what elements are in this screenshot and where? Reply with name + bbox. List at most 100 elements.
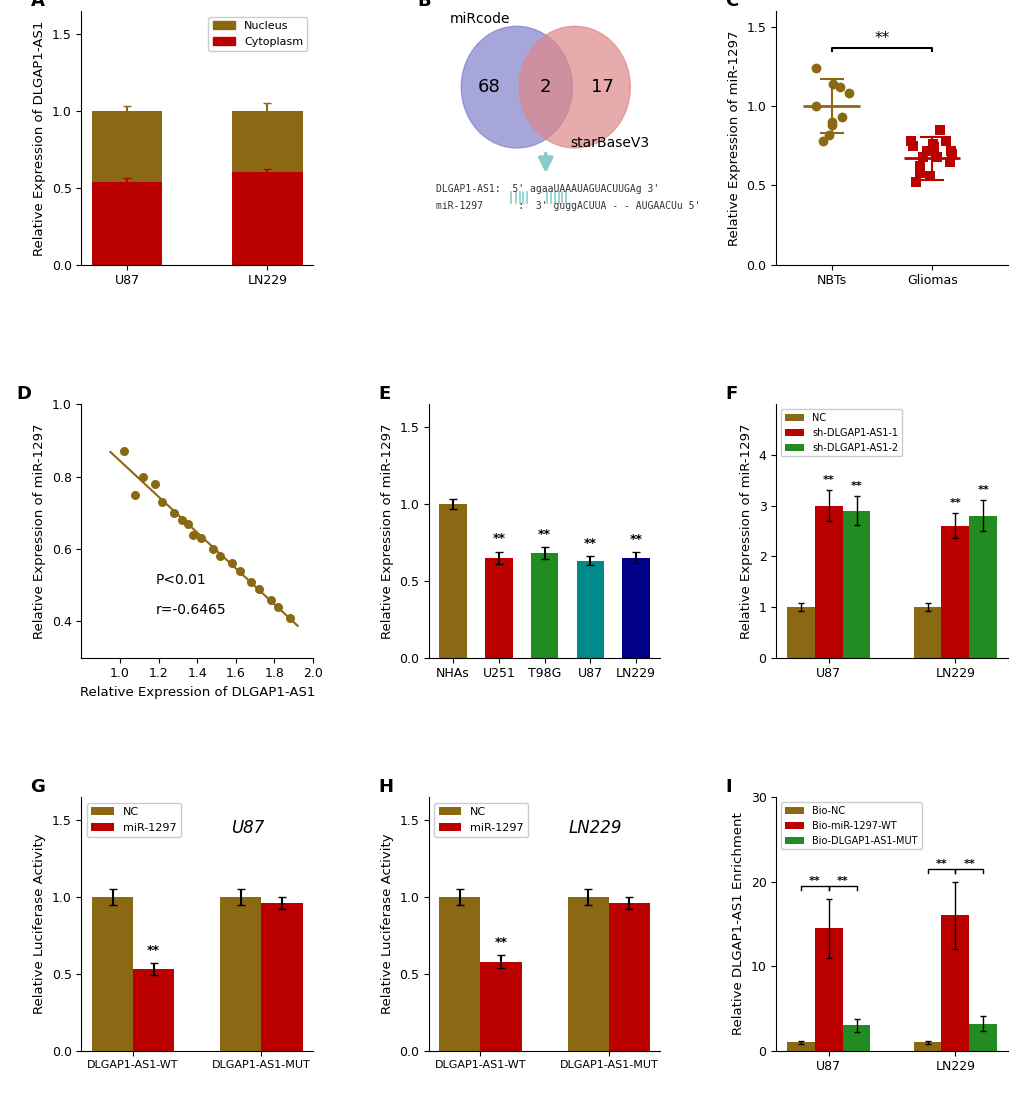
Text: miRcode: miRcode (450, 12, 510, 25)
Text: **: ** (851, 481, 862, 491)
Text: U87: U87 (231, 818, 265, 836)
Y-axis label: Relative Expression of DLGAP1-AS1: Relative Expression of DLGAP1-AS1 (34, 20, 46, 255)
Text: **: ** (495, 936, 508, 949)
Point (815, 133, 832, 150)
Bar (942, 525, 969, 658)
Y-axis label: Relative Expression of miR-1297: Relative Expression of miR-1297 (728, 30, 741, 246)
Bar (440, 504, 467, 658)
Point (212, 547, 228, 565)
Point (231, 562, 247, 580)
Y-axis label: Relative Expression of miR-1297: Relative Expression of miR-1297 (34, 424, 46, 638)
Text: C: C (725, 0, 738, 10)
Text: r=-0.6465: r=-0.6465 (156, 603, 226, 617)
Bar (92, 111, 162, 181)
Bar (568, 897, 609, 1051)
Point (922, 167, 939, 185)
Point (270, 598, 286, 616)
Text: I: I (725, 778, 732, 796)
Point (944, 145, 960, 163)
X-axis label: Relative Expression of DLGAP1-AS1: Relative Expression of DLGAP1-AS1 (79, 686, 315, 699)
Point (832, 79, 848, 96)
Point (193, 530, 210, 547)
Text: **: ** (963, 859, 975, 869)
Bar (480, 961, 521, 1051)
Point (135, 468, 152, 486)
Bar (262, 904, 302, 1051)
Text: **: ** (950, 498, 961, 508)
Y-axis label: Relative DLGAP1-AS1 Enrichment: Relative DLGAP1-AS1 Enrichment (732, 813, 745, 1035)
Legend: Bio-NC, Bio-miR-1297-WT, Bio-DLGAP1-AS1-MUT: Bio-NC, Bio-miR-1297-WT, Bio-DLGAP1-AS1-… (781, 802, 921, 849)
Point (179, 514, 195, 532)
Text: B: B (417, 0, 431, 10)
Legend: NC, miR-1297: NC, miR-1297 (87, 803, 180, 837)
Point (825, 75, 841, 93)
Point (928, 148, 945, 166)
Point (903, 133, 919, 150)
Text: **: ** (539, 528, 551, 541)
Text: H: H (378, 778, 393, 796)
Point (127, 486, 144, 503)
Bar (220, 897, 262, 1051)
Point (263, 591, 279, 608)
Y-axis label: Relative Luciferase Activity: Relative Luciferase Activity (34, 834, 46, 1014)
Text: LN229: LN229 (569, 818, 622, 836)
Bar (486, 557, 513, 658)
Point (147, 474, 163, 492)
Point (915, 148, 931, 166)
Bar (969, 515, 998, 658)
Text: P<0.01: P<0.01 (156, 573, 207, 586)
Text: **: ** (630, 533, 642, 546)
Point (926, 138, 943, 156)
Y-axis label: Relative Expression of miR-1297: Relative Expression of miR-1297 (381, 424, 394, 638)
Circle shape (519, 27, 630, 148)
Point (908, 174, 924, 191)
Point (912, 164, 928, 181)
Bar (531, 553, 558, 658)
Point (824, 113, 840, 131)
Text: miR-1297      :  3' guggACUUA - - AUGAACUu 5': miR-1297 : 3' guggACUUA - - AUGAACUu 5' (436, 201, 700, 211)
Text: E: E (378, 385, 390, 403)
Bar (913, 607, 942, 658)
Bar (133, 969, 174, 1051)
Point (174, 511, 190, 529)
Point (841, 85, 857, 103)
Text: 68: 68 (477, 79, 501, 96)
Point (205, 540, 221, 557)
Point (808, 97, 825, 115)
Point (166, 504, 182, 522)
Text: 2: 2 (540, 79, 552, 96)
Text: **: ** (837, 876, 848, 886)
Text: **: ** (823, 474, 835, 484)
Point (250, 580, 267, 597)
Point (943, 153, 959, 170)
Point (932, 121, 949, 138)
Point (925, 135, 942, 153)
Text: DLGAP1-AS1:  5' agaaUAAAUAGUACUUGAg 3': DLGAP1-AS1: 5' agaaUAAAUAGUACUUGAg 3' (436, 184, 659, 194)
Point (824, 116, 840, 134)
Y-axis label: Relative Luciferase Activity: Relative Luciferase Activity (381, 834, 394, 1014)
Bar (969, 1024, 998, 1051)
Bar (843, 511, 870, 658)
Text: **: ** (493, 532, 505, 545)
Legend: NC, miR-1297: NC, miR-1297 (435, 803, 528, 837)
Point (938, 133, 954, 150)
Text: **: ** (977, 484, 989, 494)
Text: D: D (16, 385, 32, 403)
Legend: Nucleus, Cytoplasm: Nucleus, Cytoplasm (209, 17, 307, 51)
Text: F: F (725, 385, 737, 403)
Bar (843, 1025, 870, 1051)
Text: starBaseV3: starBaseV3 (570, 136, 649, 150)
Bar (232, 173, 302, 264)
Point (919, 142, 936, 159)
Point (905, 137, 921, 155)
Text: **: ** (936, 859, 948, 869)
Bar (440, 897, 480, 1051)
Text: **: ** (808, 876, 821, 886)
Text: **: ** (584, 538, 597, 550)
Bar (232, 111, 302, 173)
Point (911, 157, 927, 175)
Point (943, 153, 959, 170)
Point (822, 126, 838, 144)
Text: **: ** (147, 943, 160, 957)
Point (243, 573, 260, 591)
